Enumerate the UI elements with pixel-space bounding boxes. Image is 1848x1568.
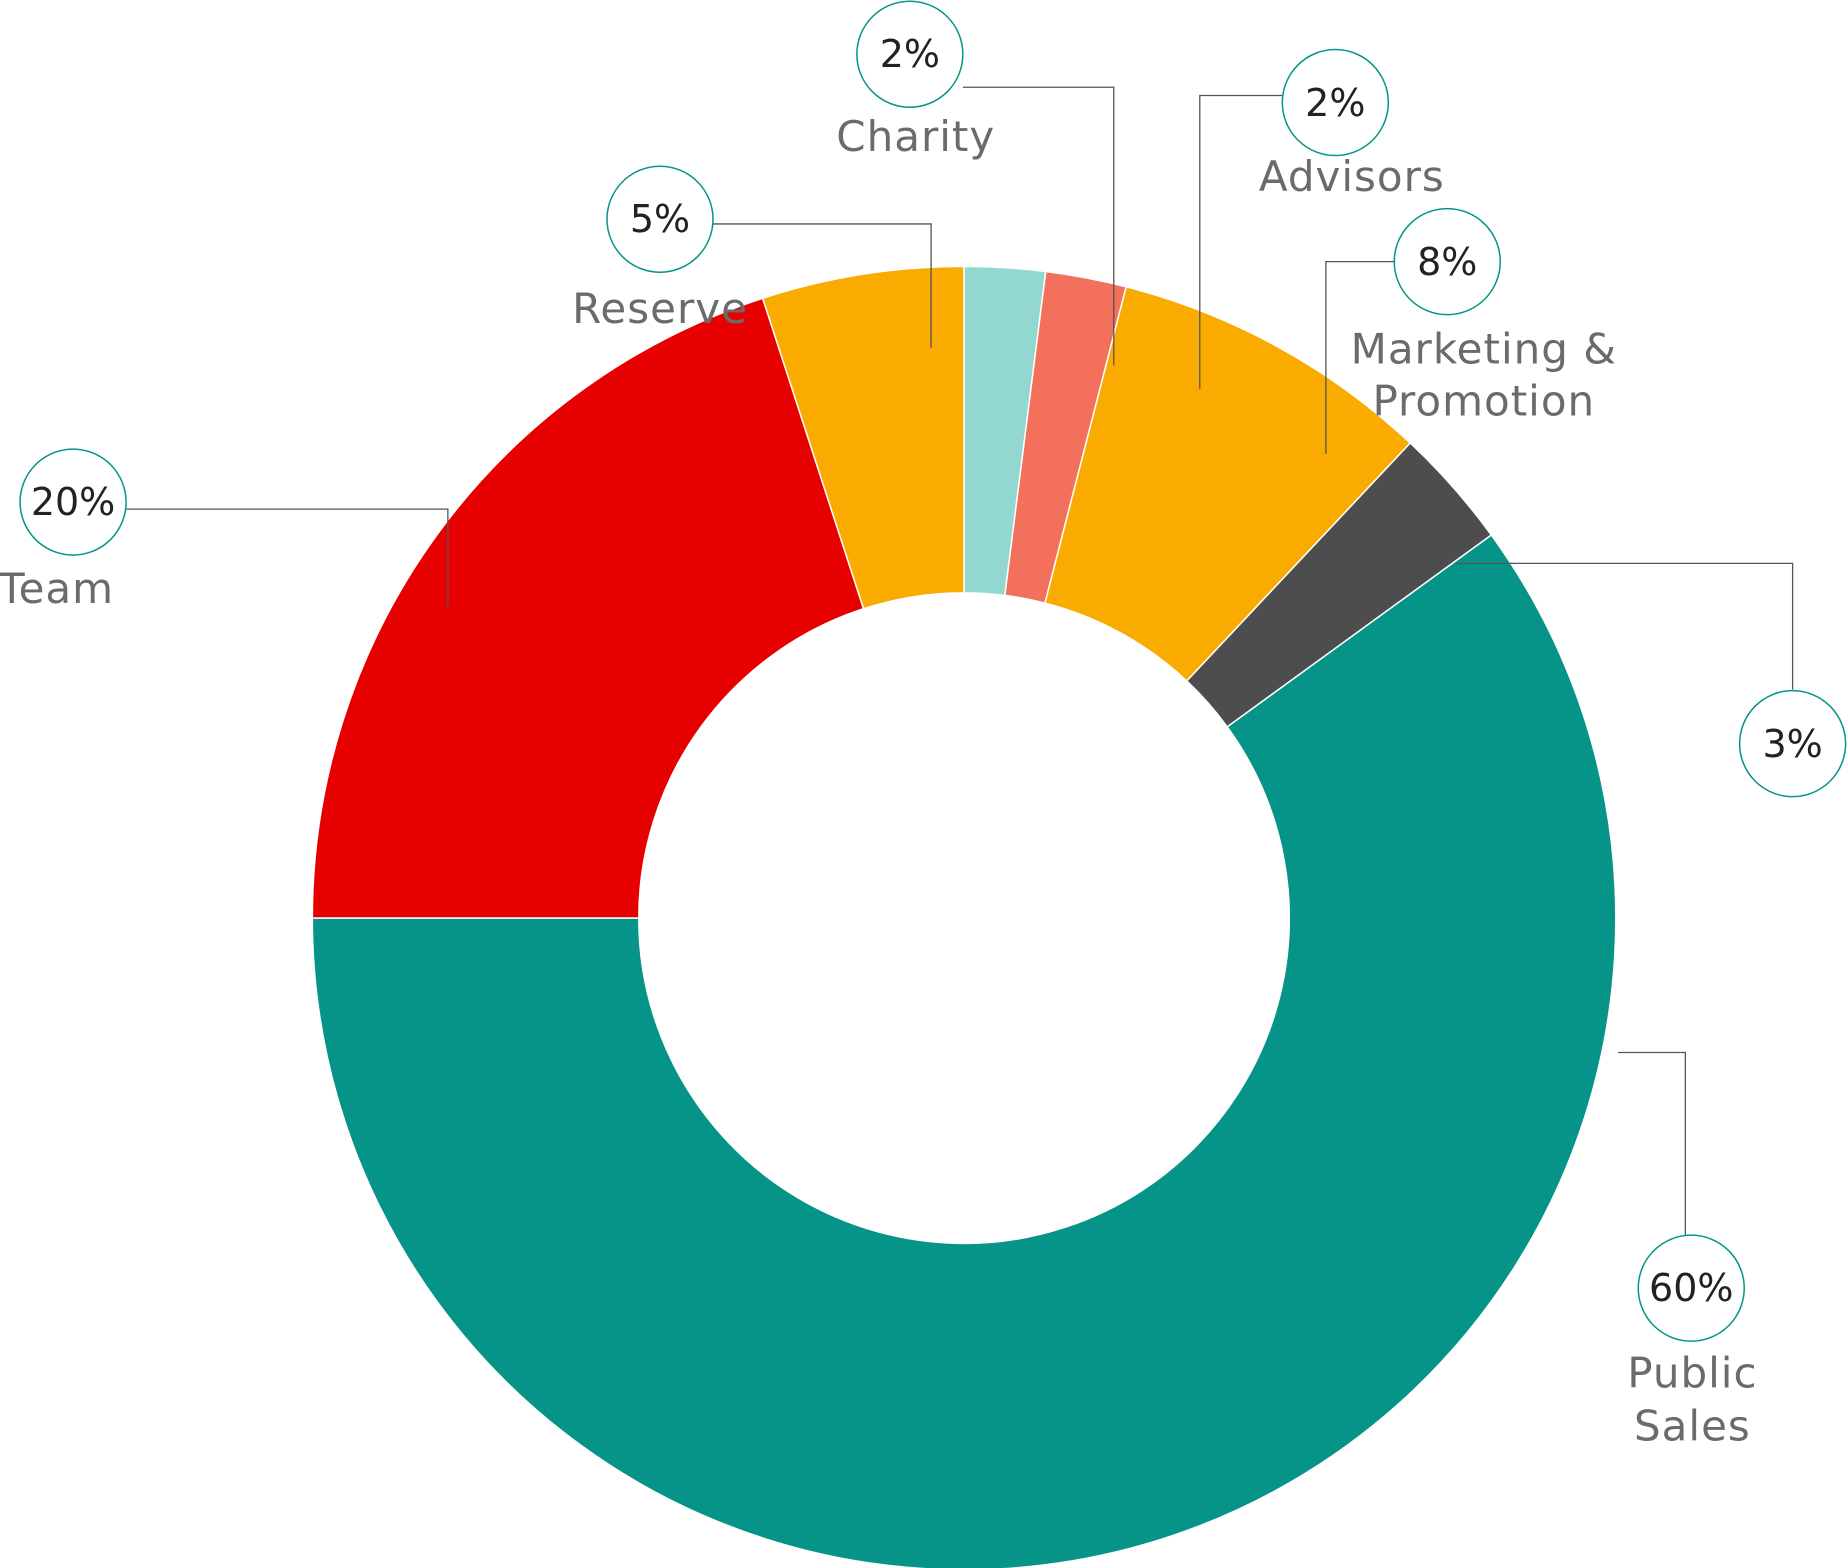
leader-line bbox=[126, 508, 449, 607]
leader-line bbox=[1455, 562, 1794, 690]
label-bubble bbox=[1281, 48, 1390, 157]
category-label: Public Sales bbox=[1627, 1348, 1758, 1451]
leader-line bbox=[1325, 260, 1395, 454]
value-label: 8% bbox=[1417, 239, 1478, 284]
leader-line bbox=[962, 86, 1115, 366]
category-label: Team bbox=[0, 564, 115, 614]
label-bubble bbox=[606, 165, 714, 273]
leader-line bbox=[713, 223, 932, 348]
category-label: Marketing & Promotion bbox=[1350, 324, 1618, 426]
value-label: 60% bbox=[1649, 1266, 1734, 1311]
category-label: Advisors bbox=[1258, 151, 1445, 201]
value-label: 20% bbox=[30, 480, 116, 525]
category-label: Charity bbox=[836, 111, 996, 161]
label-bubble bbox=[1738, 689, 1847, 798]
value-label: 5% bbox=[629, 197, 691, 242]
slice bbox=[311, 533, 1617, 1568]
label-bubble bbox=[1637, 1234, 1745, 1342]
value-label: 2% bbox=[879, 32, 940, 77]
slice bbox=[1044, 285, 1412, 683]
label-bubble bbox=[19, 448, 127, 556]
label-bubble bbox=[856, 0, 964, 108]
label-bubble bbox=[1393, 207, 1502, 316]
category-label: Reserve bbox=[572, 283, 748, 333]
value-label: 2% bbox=[1305, 80, 1366, 125]
slice bbox=[311, 297, 865, 919]
leader-line bbox=[1618, 1051, 1687, 1236]
leader-line bbox=[1199, 94, 1283, 389]
value-label: 3% bbox=[1762, 721, 1823, 766]
